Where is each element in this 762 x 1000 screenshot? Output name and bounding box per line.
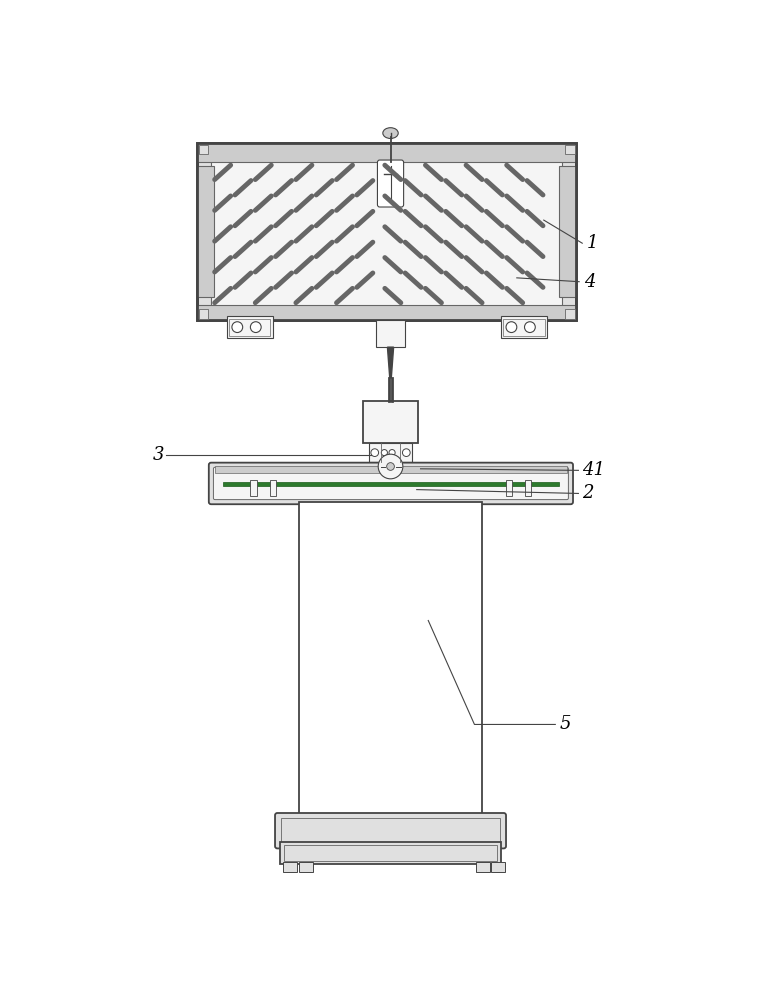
Ellipse shape (232, 322, 242, 333)
Circle shape (402, 449, 410, 456)
Ellipse shape (381, 450, 387, 456)
Bar (299, 862, 312, 872)
Bar (501, 316, 547, 338)
Bar (197, 305, 576, 320)
FancyBboxPatch shape (275, 813, 506, 848)
Bar (199, 309, 208, 319)
Bar (370, 443, 411, 462)
Bar (565, 309, 575, 319)
Text: 41: 41 (582, 461, 605, 479)
Bar (197, 166, 214, 297)
FancyBboxPatch shape (213, 467, 568, 500)
FancyBboxPatch shape (377, 160, 404, 207)
Bar (491, 862, 505, 872)
Bar (376, 320, 405, 347)
Polygon shape (387, 347, 394, 378)
Text: 1: 1 (587, 234, 598, 252)
Bar (226, 316, 273, 338)
Bar (280, 842, 501, 864)
Bar (223, 482, 559, 486)
Text: 2: 2 (582, 484, 594, 502)
Bar (476, 862, 490, 872)
Circle shape (371, 449, 379, 456)
Ellipse shape (251, 322, 261, 333)
Ellipse shape (383, 128, 399, 138)
Bar (363, 401, 418, 443)
Bar (559, 166, 576, 297)
Bar (506, 480, 512, 496)
Circle shape (378, 454, 403, 479)
Bar (299, 502, 482, 827)
Bar (211, 157, 562, 306)
Bar (525, 480, 531, 496)
Bar (283, 862, 297, 872)
Text: 5: 5 (559, 715, 571, 733)
Bar (197, 143, 576, 320)
Bar (197, 143, 576, 320)
Ellipse shape (389, 450, 395, 456)
Bar (270, 480, 276, 496)
Bar (199, 145, 208, 154)
Bar (565, 145, 575, 154)
Ellipse shape (524, 322, 535, 333)
FancyBboxPatch shape (209, 463, 573, 504)
Circle shape (386, 463, 395, 470)
Bar (215, 466, 567, 473)
Bar (251, 480, 257, 496)
Bar (503, 319, 545, 336)
Bar (229, 319, 271, 336)
Bar (284, 845, 497, 861)
Bar (197, 143, 576, 162)
Bar (281, 818, 500, 843)
Ellipse shape (506, 322, 517, 333)
Text: 4: 4 (584, 273, 595, 291)
Text: 3: 3 (152, 446, 164, 464)
